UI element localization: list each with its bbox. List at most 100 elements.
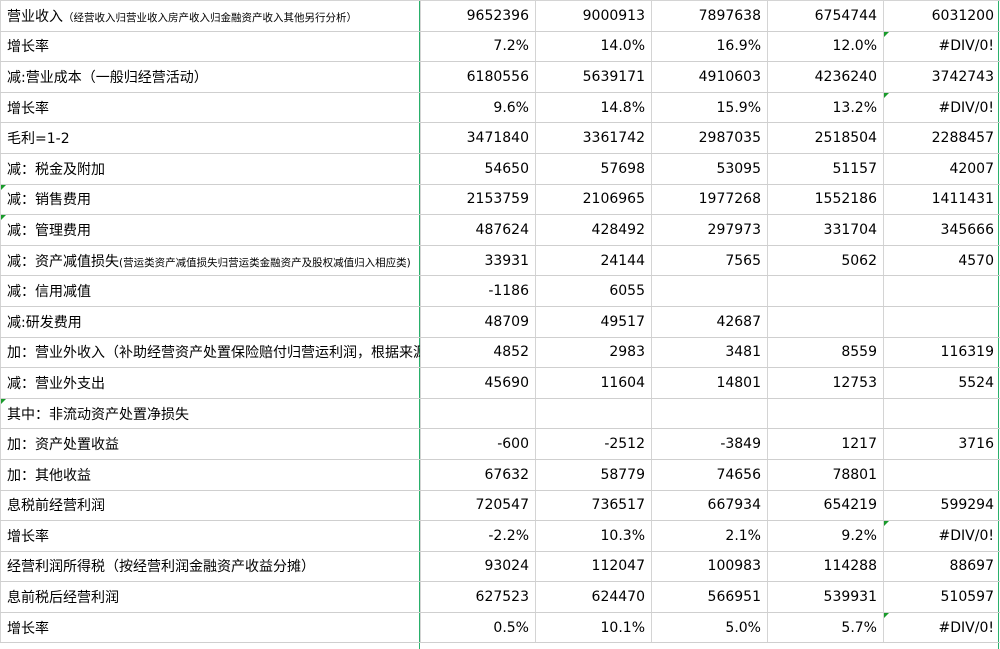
value-cell[interactable]: 9652396 (420, 0, 536, 32)
row-label-cell[interactable]: 减:研发费用 (0, 305, 421, 338)
row-label-cell[interactable]: 息前税后经营利润 (0, 581, 421, 613)
growth-rate-cell[interactable]: #DIV/0! (883, 91, 1000, 124)
value-cell[interactable]: 9000913 (535, 0, 652, 32)
value-cell[interactable]: 100983 (651, 550, 768, 583)
row-label-cell[interactable]: 增长率 (0, 611, 421, 644)
value-cell[interactable]: 3481 (651, 336, 768, 369)
value-cell[interactable]: 1217 (767, 428, 884, 460)
row-label-cell[interactable]: 息税前经营利润 (0, 489, 421, 522)
value-cell[interactable]: 720547 (420, 489, 536, 522)
value-cell[interactable] (420, 397, 536, 430)
value-cell[interactable]: 7565 (651, 244, 768, 277)
value-cell[interactable]: 345666 (883, 214, 1000, 246)
value-cell[interactable]: 2153759 (420, 183, 536, 216)
value-cell[interactable]: 114288 (767, 550, 884, 583)
value-cell[interactable]: 4570 (883, 244, 1000, 277)
value-cell[interactable]: 1552186 (767, 183, 884, 216)
value-cell[interactable]: 2987035 (651, 122, 768, 154)
value-cell[interactable]: 74656 (651, 458, 768, 491)
growth-rate-cell[interactable]: 2.1% (651, 520, 768, 552)
row-label-cell[interactable]: 加：其他收益 (0, 458, 421, 491)
row-label-cell[interactable]: 减：税金及附加 (0, 152, 421, 185)
growth-rate-cell[interactable]: 5.0% (651, 611, 768, 644)
value-cell[interactable]: 539931 (767, 581, 884, 613)
value-cell[interactable]: 6031200 (883, 0, 1000, 32)
value-cell[interactable] (767, 275, 884, 307)
value-cell[interactable]: 624470 (535, 581, 652, 613)
value-cell[interactable]: 88697 (883, 550, 1000, 583)
value-cell[interactable]: 7897638 (651, 0, 768, 32)
value-cell[interactable] (767, 305, 884, 338)
value-cell[interactable]: 627523 (420, 581, 536, 613)
value-cell[interactable] (767, 397, 884, 430)
value-cell[interactable] (883, 458, 1000, 491)
row-label-cell[interactable]: 其中：非流动资产处置净损失 (0, 397, 421, 430)
row-label-cell[interactable]: 减：管理费用 (0, 214, 421, 246)
value-cell[interactable]: 67632 (420, 458, 536, 491)
value-cell[interactable]: 654219 (767, 489, 884, 522)
value-cell[interactable]: 78801 (767, 458, 884, 491)
value-cell[interactable]: 3716 (883, 428, 1000, 460)
growth-rate-cell[interactable]: 14.0% (535, 30, 652, 63)
value-cell[interactable]: 12753 (767, 367, 884, 399)
value-cell[interactable]: 33931 (420, 244, 536, 277)
row-label-cell[interactable]: 毛利=1-2 (0, 122, 421, 154)
value-cell[interactable]: 53095 (651, 152, 768, 185)
value-cell[interactable]: 6055 (535, 275, 652, 307)
row-label-cell[interactable]: 增长率 (0, 30, 421, 63)
growth-rate-cell[interactable]: #DIV/0! (883, 520, 1000, 552)
value-cell[interactable]: 57698 (535, 152, 652, 185)
value-cell[interactable]: -600 (420, 428, 536, 460)
growth-rate-cell[interactable]: #DIV/0! (883, 30, 1000, 63)
value-cell[interactable]: 667934 (651, 489, 768, 522)
value-cell[interactable]: 6754744 (767, 0, 884, 32)
value-cell[interactable]: 2983 (535, 336, 652, 369)
value-cell[interactable]: 24144 (535, 244, 652, 277)
value-cell[interactable]: 51157 (767, 152, 884, 185)
value-cell[interactable]: -1186 (420, 275, 536, 307)
value-cell[interactable]: 1977268 (651, 183, 768, 216)
value-cell[interactable]: 42007 (883, 152, 1000, 185)
value-cell[interactable]: 566951 (651, 581, 768, 613)
value-cell[interactable] (883, 305, 1000, 338)
value-cell[interactable] (883, 397, 1000, 430)
value-cell[interactable]: 736517 (535, 489, 652, 522)
value-cell[interactable]: 2106965 (535, 183, 652, 216)
value-cell[interactable]: 1411431 (883, 183, 1000, 216)
growth-rate-cell[interactable]: 12.0% (767, 30, 884, 63)
growth-rate-cell[interactable]: 0.5% (420, 611, 536, 644)
value-cell[interactable]: 5062 (767, 244, 884, 277)
value-cell[interactable]: 11604 (535, 367, 652, 399)
value-cell[interactable]: 331704 (767, 214, 884, 246)
growth-rate-cell[interactable]: 7.2% (420, 30, 536, 63)
value-cell[interactable]: 3471840 (420, 122, 536, 154)
growth-rate-cell[interactable]: 13.2% (767, 91, 884, 124)
row-label-cell[interactable]: 增长率 (0, 91, 421, 124)
value-cell[interactable]: 3742743 (883, 61, 1000, 93)
value-cell[interactable]: 6180556 (420, 61, 536, 93)
growth-rate-cell[interactable]: 15.9% (651, 91, 768, 124)
row-label-cell[interactable]: 减：销售费用 (0, 183, 421, 216)
row-label-cell[interactable]: 经营利润所得税（按经营利润金融资产收益分摊） (0, 550, 421, 583)
value-cell[interactable] (651, 275, 768, 307)
growth-rate-cell[interactable]: 16.9% (651, 30, 768, 63)
value-cell[interactable]: 5639171 (535, 61, 652, 93)
value-cell[interactable]: 599294 (883, 489, 1000, 522)
value-cell[interactable]: 3361742 (535, 122, 652, 154)
value-cell[interactable]: 116319 (883, 336, 1000, 369)
value-cell[interactable]: 42687 (651, 305, 768, 338)
value-cell[interactable]: 5524 (883, 367, 1000, 399)
value-cell[interactable]: 4236240 (767, 61, 884, 93)
value-cell[interactable]: 4852 (420, 336, 536, 369)
value-cell[interactable]: -2512 (535, 428, 652, 460)
value-cell[interactable]: 49517 (535, 305, 652, 338)
growth-rate-cell[interactable]: 9.2% (767, 520, 884, 552)
value-cell[interactable] (651, 397, 768, 430)
value-cell[interactable]: 2518504 (767, 122, 884, 154)
row-label-cell[interactable]: 减：信用减值 (0, 275, 421, 307)
value-cell[interactable]: 48709 (420, 305, 536, 338)
growth-rate-cell[interactable]: -2.2% (420, 520, 536, 552)
row-label-cell[interactable]: 营业收入（经营收入归营业收入房产收入归金融资产收入其他另行分析） (0, 0, 421, 32)
row-label-cell[interactable]: 加：资产处置收益 (0, 428, 421, 460)
value-cell[interactable]: 510597 (883, 581, 1000, 613)
